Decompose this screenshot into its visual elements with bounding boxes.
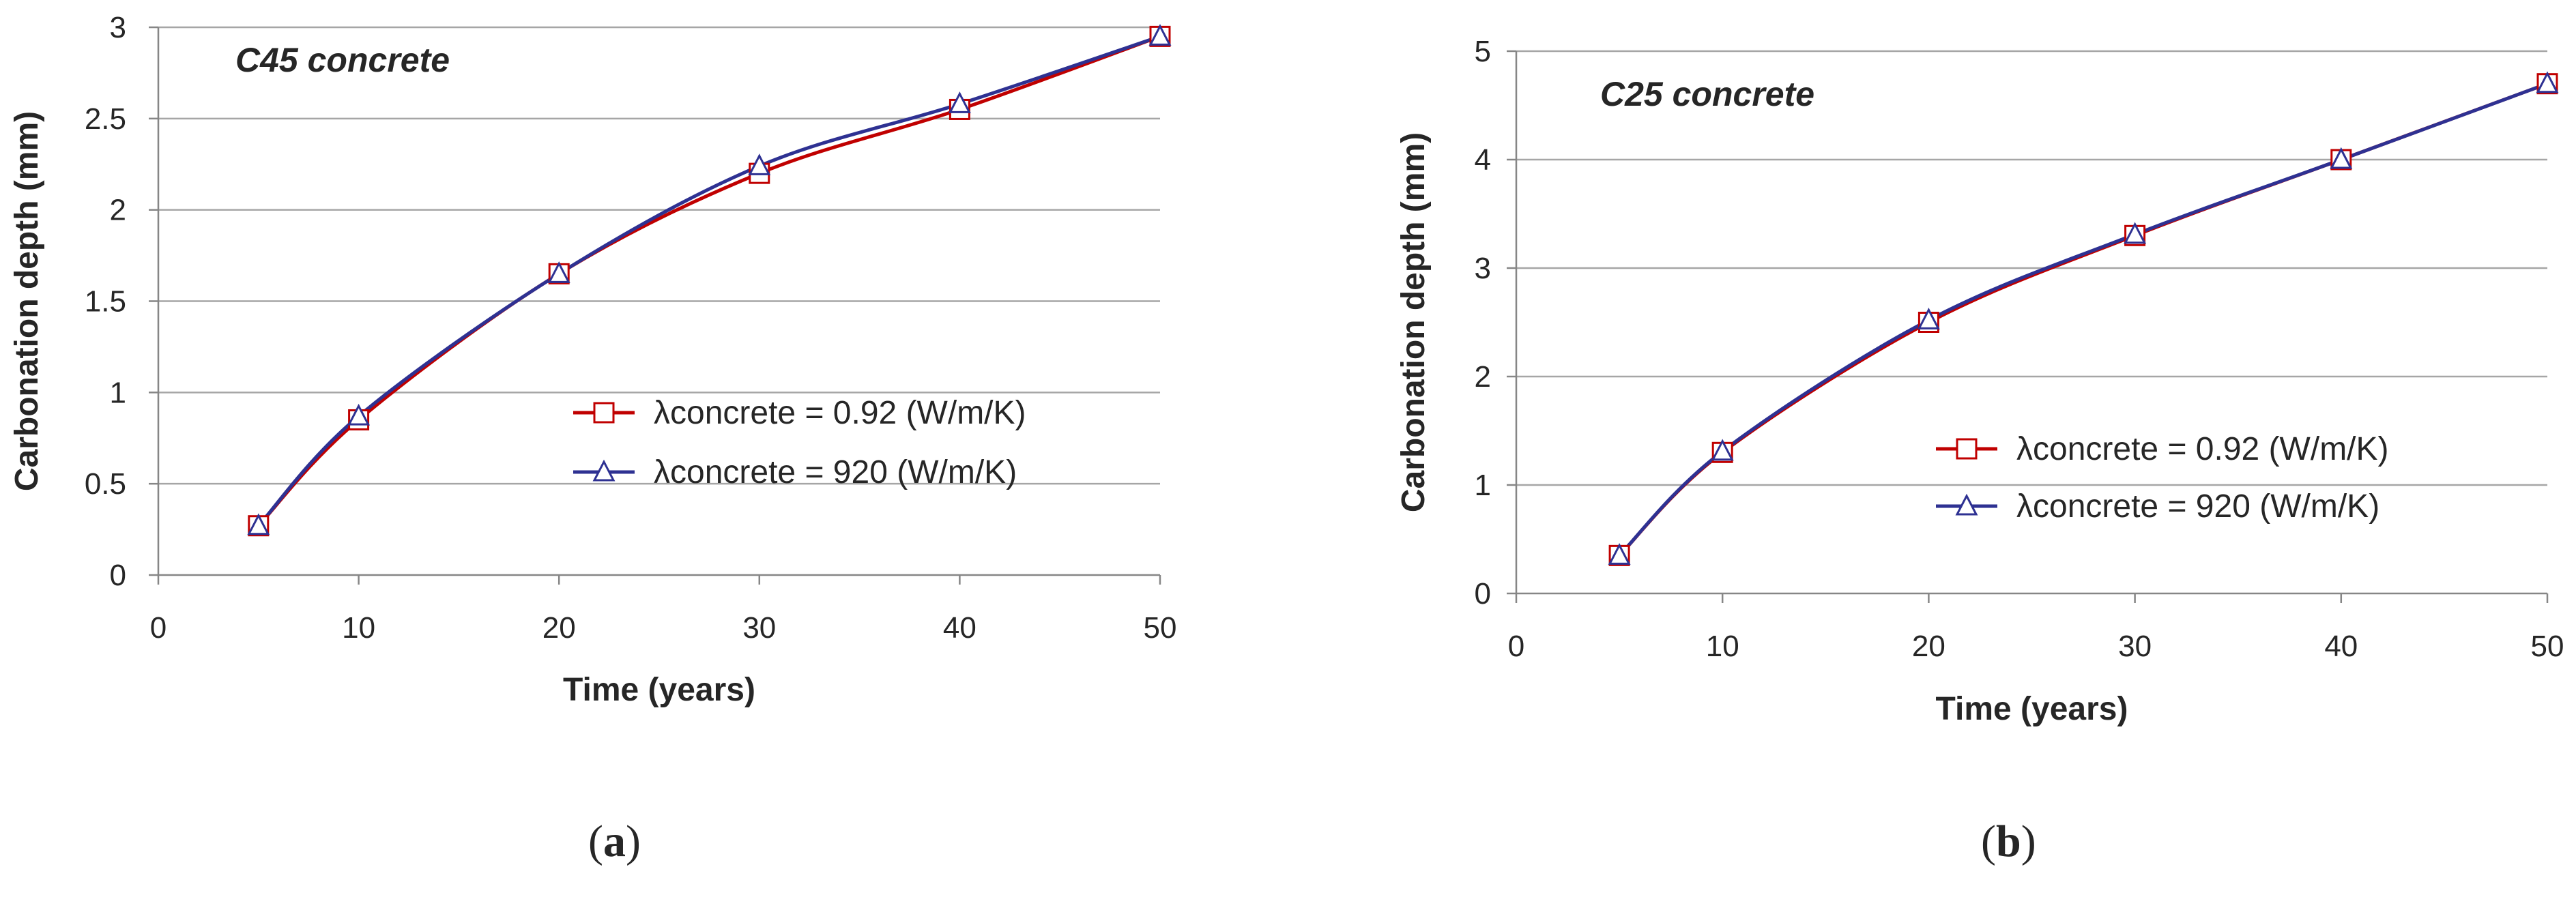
series-2-point <box>2124 222 2147 244</box>
legend-marker <box>1955 493 1978 516</box>
x-tick-label: 30 <box>742 611 776 645</box>
series-2-point <box>1917 308 1940 329</box>
x-tick-label: 30 <box>2118 630 2152 663</box>
x-tick-label: 10 <box>342 611 375 645</box>
y-axis-title: Carbonation depth (mm) <box>1395 132 1432 512</box>
series-2-point <box>1711 439 1734 461</box>
y-tick-label: 2 <box>1475 360 1491 394</box>
panel-label-open: ( <box>1981 817 1996 866</box>
chart-annotation: C25 concrete <box>1600 75 1814 113</box>
y-tick-label: 2.5 <box>85 102 126 136</box>
series-2-point <box>547 261 570 283</box>
x-tick-label: 10 <box>1706 630 1739 663</box>
y-tick-label: 1.5 <box>85 285 126 319</box>
y-tick-label: 2 <box>110 194 126 227</box>
panel-label-letter: b <box>1996 817 2021 866</box>
series-line-2 <box>257 35 1161 527</box>
panel-label: (a) <box>588 817 641 866</box>
panel-label-close: ) <box>2021 817 2036 866</box>
y-tick-label: 1 <box>1475 469 1491 502</box>
x-tick-label: 50 <box>1144 611 1177 645</box>
x-axis-title: Time (years) <box>563 672 755 708</box>
legend-label: λconcrete = 0.92 (W/m/K) <box>2016 431 2389 467</box>
series-2-point <box>247 513 270 535</box>
y-tick-label: 0 <box>1475 577 1491 611</box>
series-2-point <box>2330 147 2353 169</box>
series-2-point <box>347 403 371 426</box>
legend-label: λconcrete = 0.92 (W/m/K) <box>654 395 1026 431</box>
panel-label: (b) <box>1981 817 2036 866</box>
panel-label-open: ( <box>588 817 603 866</box>
legend-marker <box>593 402 615 424</box>
x-tick-label: 0 <box>1508 630 1524 663</box>
series-2-point <box>1148 24 1172 46</box>
x-tick-label: 0 <box>150 611 167 645</box>
x-tick-label: 20 <box>1912 630 1945 663</box>
y-tick-label: 3 <box>110 11 126 44</box>
x-tick-label: 20 <box>542 611 576 645</box>
y-tick-label: 3 <box>1475 252 1491 285</box>
y-tick-label: 0 <box>110 559 126 592</box>
series-2-point <box>2536 71 2559 93</box>
x-tick-label: 40 <box>943 611 976 645</box>
legend-label: λconcrete = 920 (W/m/K) <box>2016 488 2379 525</box>
series-2-point <box>1608 543 1631 565</box>
series-2-point <box>948 91 971 113</box>
y-axis-title: Carbonation depth (mm) <box>9 111 45 491</box>
chart-annotation: C45 concrete <box>235 41 450 79</box>
y-tick-label: 1 <box>110 376 126 409</box>
y-tick-label: 4 <box>1475 143 1491 177</box>
x-tick-label: 40 <box>2324 630 2358 663</box>
panel-label-close: ) <box>626 817 641 866</box>
legend-marker <box>592 459 616 482</box>
panel-label-letter: a <box>603 817 626 866</box>
series-line-1 <box>257 35 1161 527</box>
y-tick-label: 0.5 <box>85 467 126 501</box>
x-axis-title: Time (years) <box>1936 691 2128 727</box>
x-tick-label: 50 <box>2531 630 2564 663</box>
legend-marker <box>1956 438 1978 460</box>
y-tick-label: 5 <box>1475 35 1491 68</box>
legend-label: λconcrete = 920 (W/m/K) <box>654 454 1017 490</box>
series-2-point <box>748 153 771 175</box>
